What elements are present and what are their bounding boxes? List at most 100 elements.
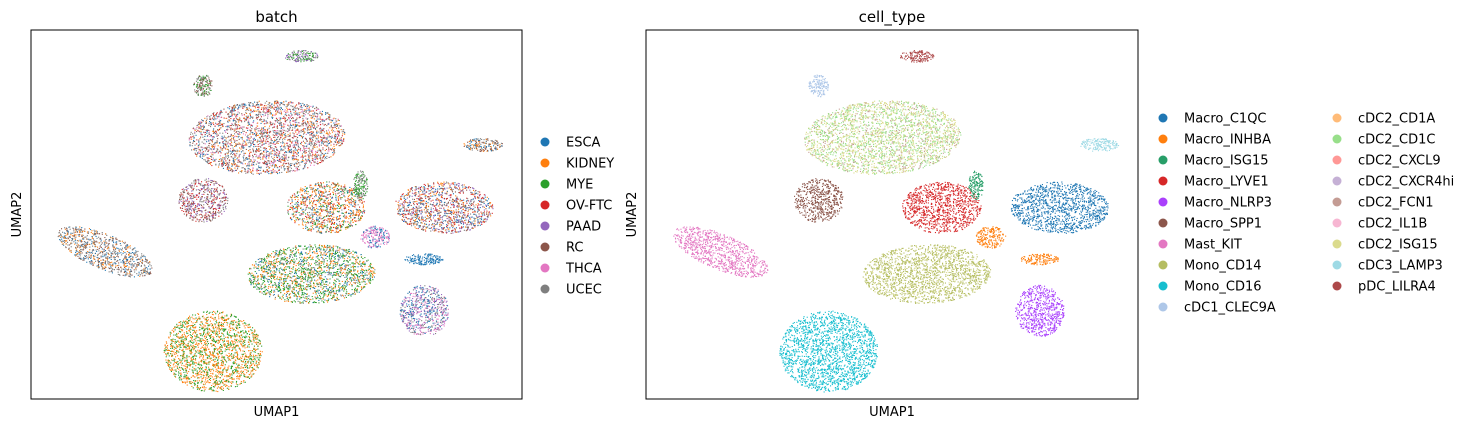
scatter-point [319,127,321,129]
scatter-point [354,277,356,279]
scatter-point [244,369,246,371]
scatter-point [219,124,221,126]
scatter-point [230,343,232,345]
scatter-point [279,271,281,273]
scatter-point [244,374,246,376]
scatter-point [242,339,244,341]
scatter-point [285,263,287,265]
scatter-point [317,113,319,115]
scatter-point [278,140,280,142]
scatter-point [213,382,215,384]
scatter-point [197,367,199,369]
scatter-point [262,147,264,149]
scatter-point [236,353,238,355]
scatter-point [323,259,325,261]
scatter-point [279,123,281,125]
scatter-point [227,322,229,324]
scatter-point [203,159,205,161]
scatter-point [306,247,308,249]
scatter-point [223,378,225,380]
scatter-point [230,316,232,318]
scatter-point [213,319,215,321]
scatter-point [335,299,337,301]
scatter-point [257,286,259,288]
scatter-point [212,379,214,381]
scatter-point [288,285,290,287]
scatter-point [341,248,343,250]
scatter-point [294,293,296,295]
scatter-point [239,374,241,376]
scatter-point [193,325,195,327]
scatter-point [244,168,246,170]
scatter-point [282,140,284,142]
scatter-point [200,149,202,151]
scatter-point [306,253,308,255]
scatter-point [282,282,284,284]
scatter-point [189,340,191,342]
scatter-point [330,260,332,262]
scatter-point [360,270,362,272]
scatter-point [265,150,267,152]
scatter-point [366,274,368,276]
scatter-point [272,286,274,288]
scatter-point [244,327,246,329]
scatter-point [369,270,371,272]
scatter-point [308,263,310,265]
scatter-point [209,135,211,137]
scatter-point [243,320,245,322]
scatter-point [341,286,343,288]
scatter-point [297,145,299,147]
scatter-point [358,280,360,282]
scatter-point [343,248,345,250]
scatter-point [216,133,218,135]
scatter-point [349,272,351,274]
scatter-point [299,301,301,303]
scatter-point [310,145,312,147]
scatter-point [237,376,239,378]
scatter-point [285,151,287,153]
scatter-point [265,161,267,163]
scatter-point [319,247,321,249]
scatter-point [199,357,201,359]
scatter-point [229,325,231,327]
scatter-point [221,325,223,327]
scatter-point [251,282,253,284]
scatter-point [233,361,235,363]
scatter-point [329,267,331,269]
scatter-point [219,119,221,121]
scatter-point [201,149,203,151]
scatter-point [245,172,247,174]
scatter-point [202,354,204,356]
scatter-point [366,271,368,273]
scatter-point [264,108,266,110]
scatter-point [222,125,224,127]
scatter-point [287,275,289,277]
scatter-point [233,170,235,172]
scatter-point [237,344,239,346]
scatter-point [272,294,274,296]
scatter-point [338,265,340,267]
scatter-point [320,144,322,146]
scatter-point [309,272,311,274]
scatter-point [344,268,346,270]
scatter-point [357,276,359,278]
scatter-point [206,321,208,323]
scatter-point [283,285,285,287]
scatter-point [287,108,289,110]
scatter-point [210,387,212,389]
scatter-point [205,340,207,342]
scatter-point [321,262,323,264]
scatter-point [240,356,242,358]
scatter-point [275,262,277,264]
scatter-point [248,335,250,337]
scatter-point [227,375,229,377]
scatter-point [194,149,196,151]
scatter-point [329,247,331,249]
scatter-point [220,381,222,383]
scatter-point [216,339,218,341]
scatter-point [335,141,337,143]
scatter-point [233,106,235,108]
scatter-point [221,165,223,167]
scatter-point [238,104,240,106]
scatter-point [224,320,226,322]
